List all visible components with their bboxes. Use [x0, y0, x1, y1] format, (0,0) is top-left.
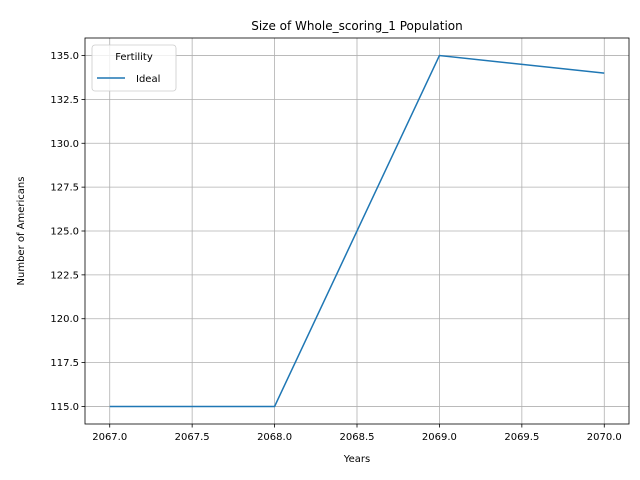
y-tick-label: 115.0	[50, 402, 79, 413]
series-layer	[109, 54, 605, 408]
x-axis-ticks: 2067.0 2067.5 2068.0 2068.5 2069.0 2069.5 2070…	[92, 424, 622, 443]
legend-box	[91, 44, 177, 92]
y-tick-label: 122.5	[50, 270, 79, 281]
chart-title: Size of Whole_scoring_1 Population	[251, 19, 463, 33]
y-tick-label: 127.5	[50, 183, 79, 194]
y-axis-label: Number of Americans	[16, 177, 27, 286]
legend-title: Fertility	[115, 52, 153, 63]
legend: Fertility Ideal	[91, 44, 177, 92]
x-tick-label: 2068.5	[340, 432, 375, 443]
x-axis-label: Years	[343, 454, 370, 465]
x-tick-label: 2068.0	[257, 432, 292, 443]
y-axis-ticks: 115.0 117.5 120.0 122.5 125.0 127.5 130.0 132.5…	[50, 51, 85, 413]
y-tick-label: 130.0	[50, 139, 79, 150]
y-tick-label: 117.5	[50, 358, 79, 369]
y-tick-label: 135.0	[50, 51, 79, 62]
x-tick-label: 2070.0	[587, 432, 622, 443]
x-tick-label: 2067.5	[175, 432, 210, 443]
legend-entry-ideal: Ideal	[136, 74, 160, 85]
y-tick-label: 125.0	[50, 227, 79, 238]
x-tick-label: 2069.0	[422, 432, 457, 443]
y-tick-label: 132.5	[50, 95, 79, 106]
series-line-ideal	[109, 54, 605, 408]
x-tick-label: 2067.0	[92, 432, 127, 443]
y-tick-label: 120.0	[50, 314, 79, 325]
x-tick-label: 2069.5	[504, 432, 539, 443]
